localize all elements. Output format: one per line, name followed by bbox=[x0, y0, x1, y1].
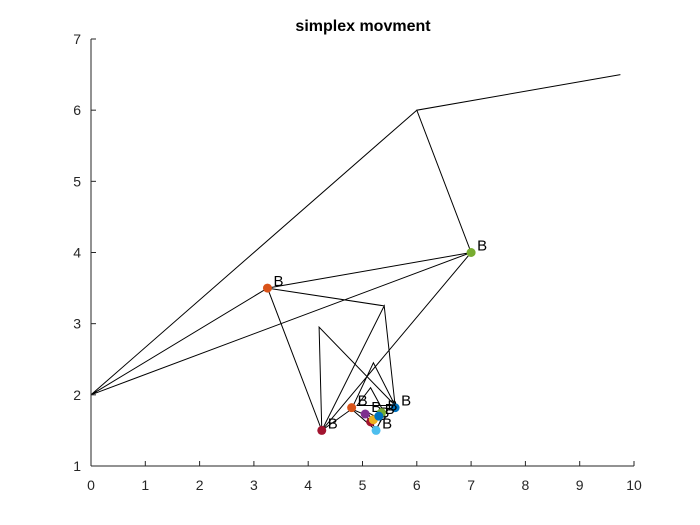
data-point: B bbox=[360, 399, 381, 419]
point-label: B bbox=[328, 415, 338, 432]
x-tick-label: 7 bbox=[467, 477, 475, 493]
x-tick-label: 1 bbox=[141, 477, 149, 493]
x-tick-label: 10 bbox=[626, 477, 642, 493]
point-label: B bbox=[371, 399, 381, 416]
y-tick-label: 3 bbox=[73, 316, 81, 332]
point-marker bbox=[374, 411, 384, 421]
point-layer: BBBBBBBBBBB bbox=[262, 238, 487, 435]
x-tick-label: 0 bbox=[87, 477, 95, 493]
x-tick-label: 2 bbox=[196, 477, 204, 493]
point-marker bbox=[347, 403, 357, 413]
point-label: B bbox=[385, 401, 395, 418]
data-point: B bbox=[371, 415, 392, 435]
point-label: B bbox=[273, 273, 283, 290]
point-marker bbox=[360, 409, 370, 419]
simplex-path-layer bbox=[90, 74, 621, 432]
point-marker bbox=[390, 403, 400, 413]
chart-title: simplex movment bbox=[295, 18, 431, 35]
y-tick-label: 1 bbox=[73, 458, 81, 474]
point-marker bbox=[466, 248, 476, 257]
point-marker bbox=[371, 425, 381, 435]
x-tick-label: 8 bbox=[522, 477, 530, 493]
x-tick-label: 4 bbox=[304, 477, 312, 493]
point-marker bbox=[317, 425, 327, 435]
y-tick-label: 5 bbox=[73, 173, 81, 189]
simplex-path-line bbox=[90, 74, 621, 432]
y-tick-label: 7 bbox=[73, 31, 81, 47]
data-point: B bbox=[466, 238, 487, 257]
x-tick-label: 9 bbox=[576, 477, 584, 493]
point-label: B bbox=[401, 393, 411, 410]
x-tick-label: 6 bbox=[413, 477, 421, 493]
data-point: B bbox=[317, 415, 338, 435]
data-point: B bbox=[374, 401, 395, 421]
data-point: B bbox=[390, 393, 411, 413]
data-point: B bbox=[347, 393, 368, 413]
y-tick-label: 6 bbox=[73, 102, 81, 118]
point-label: B bbox=[358, 393, 368, 410]
point-label: B bbox=[477, 238, 487, 255]
point-marker bbox=[262, 283, 272, 293]
y-tick-label: 2 bbox=[73, 387, 81, 403]
x-tick-label: 5 bbox=[359, 477, 367, 493]
data-point: B bbox=[262, 273, 283, 293]
point-label: B bbox=[388, 398, 398, 415]
y-tick-label: 4 bbox=[73, 245, 81, 261]
point-label: B bbox=[382, 415, 392, 432]
x-tick-label: 3 bbox=[250, 477, 258, 493]
